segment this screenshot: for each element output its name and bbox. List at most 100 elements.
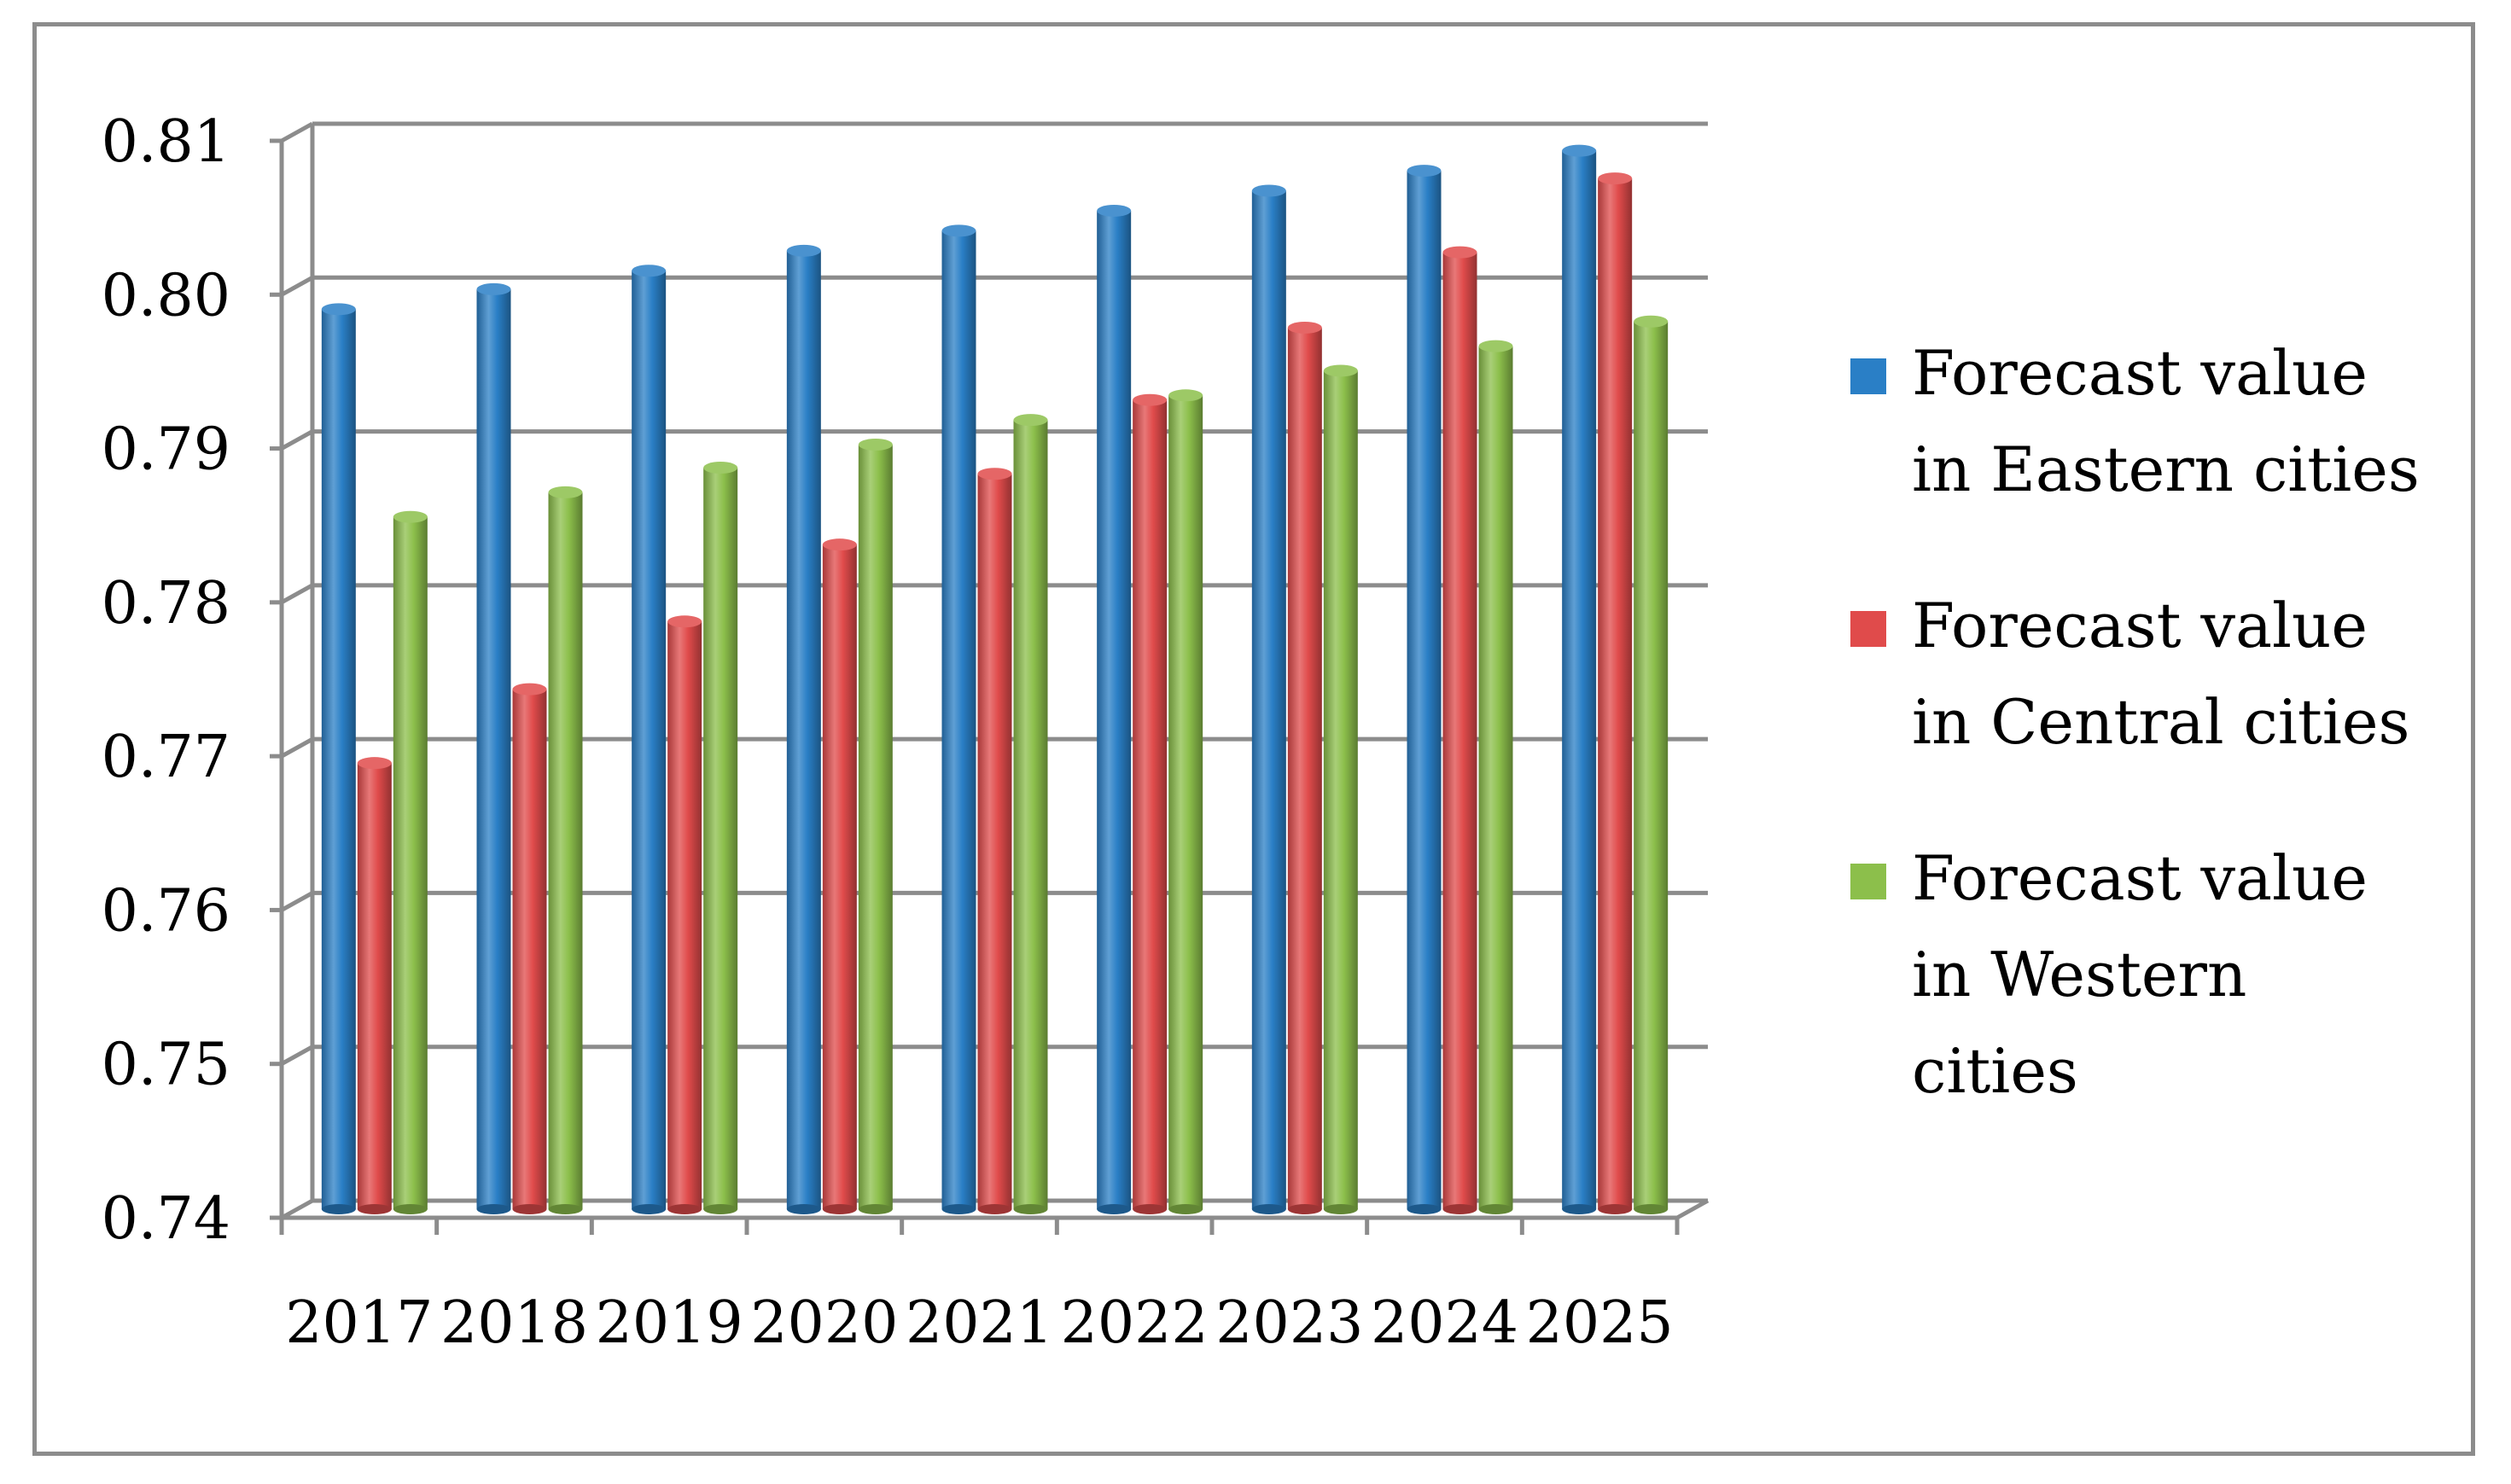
bar: [1598, 172, 1633, 1214]
bar-body: [393, 516, 428, 1209]
bar-base: [1251, 1204, 1286, 1214]
bar-cap: [941, 224, 976, 237]
bar-cap: [321, 303, 356, 316]
bar-cap: [977, 468, 1012, 480]
bar-body: [1013, 420, 1048, 1209]
bar-body: [548, 492, 583, 1209]
bar-base: [941, 1204, 976, 1214]
legend-swatch: [1850, 358, 1886, 394]
bar: [703, 462, 738, 1214]
bar-base: [1097, 1204, 1132, 1214]
bar-body: [1634, 321, 1669, 1209]
gridline-diagonal: [280, 1045, 314, 1066]
legend-swatch: [1850, 611, 1886, 647]
gridline-diagonal: [280, 1198, 314, 1220]
bar: [1168, 389, 1203, 1214]
y-tick-label: 0.79: [102, 416, 230, 484]
legend-swatch: [1850, 864, 1886, 899]
bar: [321, 303, 356, 1214]
bar-body: [1407, 171, 1442, 1210]
bar-base: [321, 1204, 356, 1214]
bar-body: [1097, 210, 1132, 1210]
x-tick-label: 2017: [285, 1289, 433, 1357]
bar: [476, 282, 511, 1214]
bar-base: [1562, 1204, 1597, 1214]
bar-base: [1323, 1204, 1358, 1214]
bar-cap: [1168, 389, 1203, 402]
y-tick-label: 0.81: [102, 108, 230, 176]
gridline-diagonal: [280, 276, 314, 297]
bar-body: [1251, 190, 1286, 1210]
legend-item: Forecast value in Eastern cities: [1850, 337, 2420, 505]
bar: [1013, 414, 1048, 1214]
bar-base: [357, 1204, 392, 1214]
bar-cap: [1407, 165, 1442, 177]
bar-cap: [1251, 184, 1286, 197]
bar: [632, 265, 667, 1214]
bar: [1323, 364, 1358, 1214]
bar-cap: [512, 683, 547, 695]
bar: [1407, 165, 1442, 1214]
bar-body: [703, 468, 738, 1209]
gridline-diagonal: [280, 736, 314, 759]
bar: [1562, 144, 1597, 1214]
bar-base: [786, 1204, 821, 1214]
bar-cap: [1562, 144, 1597, 157]
bar-cap: [632, 265, 667, 277]
legend-label: in Eastern cities: [1912, 434, 2420, 505]
legend-label: Forecast value: [1912, 842, 2368, 914]
legend-label: cities: [1912, 1035, 2078, 1107]
tick-labels: 0.74 0.75 0.76 0.77 0.78 0.79 0.80 0.81 2017 2018…: [102, 108, 1674, 1357]
bar-cap: [476, 282, 511, 295]
bar: [393, 510, 428, 1214]
bar-cap: [548, 486, 583, 498]
bar-cap: [357, 757, 392, 770]
bar-body: [786, 250, 821, 1209]
bar: [548, 486, 583, 1214]
floor-edge: [1675, 1198, 1710, 1220]
bar-base: [512, 1204, 547, 1214]
bar-body: [822, 544, 857, 1209]
bar: [1478, 340, 1513, 1214]
bar-body: [512, 689, 547, 1209]
x-tick-label: 2019: [596, 1289, 743, 1357]
bar: [1251, 184, 1286, 1214]
bar-base: [858, 1204, 893, 1214]
x-tick-label: 2022: [1061, 1289, 1209, 1357]
legend-label: in Central cities: [1912, 686, 2409, 758]
bar-cap: [1097, 204, 1132, 217]
x-tick-label: 2023: [1215, 1289, 1363, 1357]
bar-cap: [858, 438, 893, 451]
bar-base: [1133, 1204, 1168, 1214]
bar-body: [1287, 327, 1322, 1209]
gridline-diagonal: [280, 583, 314, 605]
x-tick-label: 2024: [1371, 1289, 1518, 1357]
bar: [357, 757, 392, 1214]
bar-body: [1598, 178, 1633, 1210]
x-tick-label: 2020: [750, 1289, 898, 1357]
bar-base: [393, 1204, 428, 1214]
bar-base: [667, 1204, 702, 1214]
bar-body: [1562, 150, 1597, 1210]
y-tick-label: 0.76: [102, 877, 230, 945]
bar-body: [977, 474, 1012, 1209]
bar-body: [1133, 399, 1168, 1209]
y-tick-label: 0.78: [102, 570, 230, 637]
bar-body: [1478, 346, 1513, 1209]
bar-cap: [1287, 321, 1322, 334]
x-tick-label: 2025: [1526, 1289, 1674, 1357]
bar: [1097, 204, 1132, 1214]
bar-base: [1407, 1204, 1442, 1214]
bar-cap: [1442, 246, 1477, 259]
bar-cap: [1478, 340, 1513, 352]
bar-base: [822, 1204, 857, 1214]
bar-base: [1168, 1204, 1203, 1214]
legend-item: Forecast value in Western cities: [1850, 842, 2368, 1107]
bar-base: [1013, 1204, 1048, 1214]
bar-body: [667, 621, 702, 1209]
bar-body: [357, 763, 392, 1209]
y-tick-label: 0.80: [102, 262, 230, 329]
bar: [512, 683, 547, 1214]
